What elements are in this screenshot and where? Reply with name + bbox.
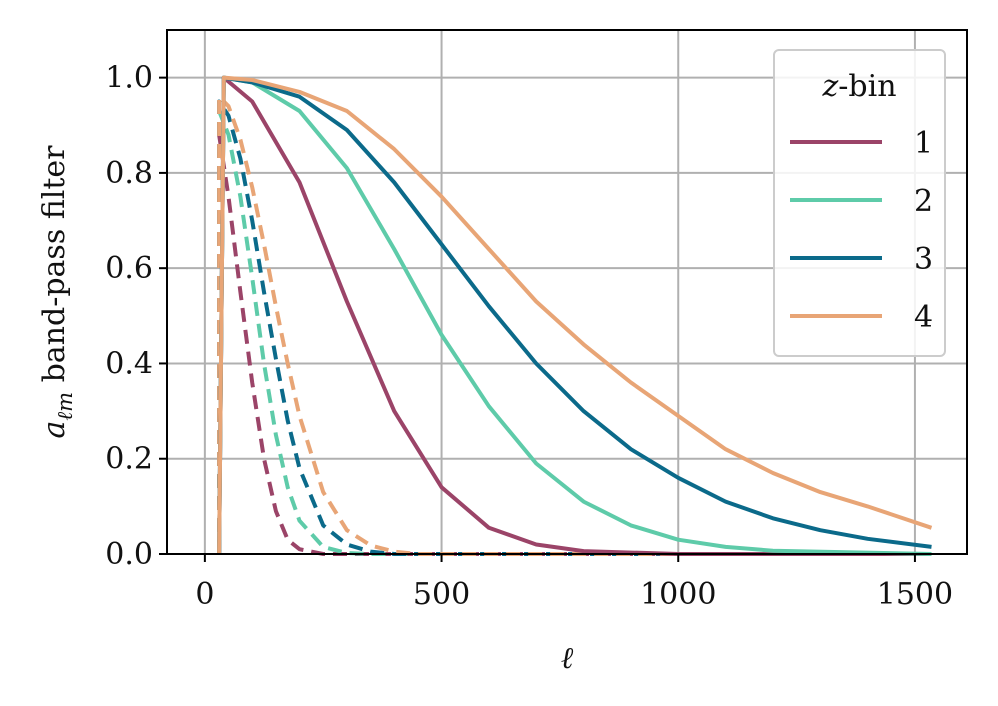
- x-tick-label: 0: [195, 577, 214, 612]
- legend-title-rest: -bin: [838, 69, 896, 104]
- y-tick-label: 0.4: [105, 346, 153, 381]
- x-tick-label: 500: [413, 577, 470, 612]
- y-tick-label: 1.0: [105, 61, 153, 96]
- plot-frame: [166, 29, 968, 555]
- series-line-bin-3-dashed: [217, 99, 932, 556]
- y-axis-label-symbol: a: [37, 421, 72, 439]
- series-line-bin-4-solid: [217, 75, 933, 555]
- x-tick-label: 1500: [877, 577, 953, 612]
- series-lines: [217, 75, 933, 556]
- y-axis-label-text: band-pass filter: [37, 145, 72, 392]
- legend-label-bin-1: 1: [914, 126, 933, 161]
- series-line-bin-4-dashed: [217, 94, 932, 556]
- axis-ticks: 0 500 1000 1500 0.0 0.2 0.4 0.6 0.8 1.0: [105, 61, 953, 612]
- y-tick-label: 0.8: [105, 156, 153, 191]
- legend-label-bin-4: 4: [914, 300, 933, 335]
- legend-label-bin-2: 2: [914, 184, 933, 219]
- legend-title-z: z: [821, 69, 838, 104]
- y-axis-label-subscript: ℓm: [53, 392, 77, 421]
- y-tick-label: 0.6: [105, 251, 153, 286]
- x-tick-label: 1000: [640, 577, 716, 612]
- legend-box: [773, 49, 946, 357]
- series-line-bin-2-solid: [217, 75, 932, 556]
- legend-title: z-bin: [821, 69, 896, 104]
- series-line-bin-2-dashed: [217, 109, 932, 556]
- x-axis-label: ℓ: [561, 641, 574, 676]
- y-tick-label: 0.2: [105, 442, 153, 477]
- y-tick-label: 0.0: [105, 537, 153, 572]
- series-line-bin-1-solid: [217, 75, 932, 556]
- legend-entries: 1 2 3 4: [790, 126, 933, 335]
- legend-label-bin-3: 3: [914, 242, 933, 277]
- y-axis-label: aℓm band-pass filter: [37, 145, 77, 439]
- series-line-bin-3-solid: [217, 75, 932, 555]
- legend: z-bin 1 2 3 4: [773, 49, 946, 357]
